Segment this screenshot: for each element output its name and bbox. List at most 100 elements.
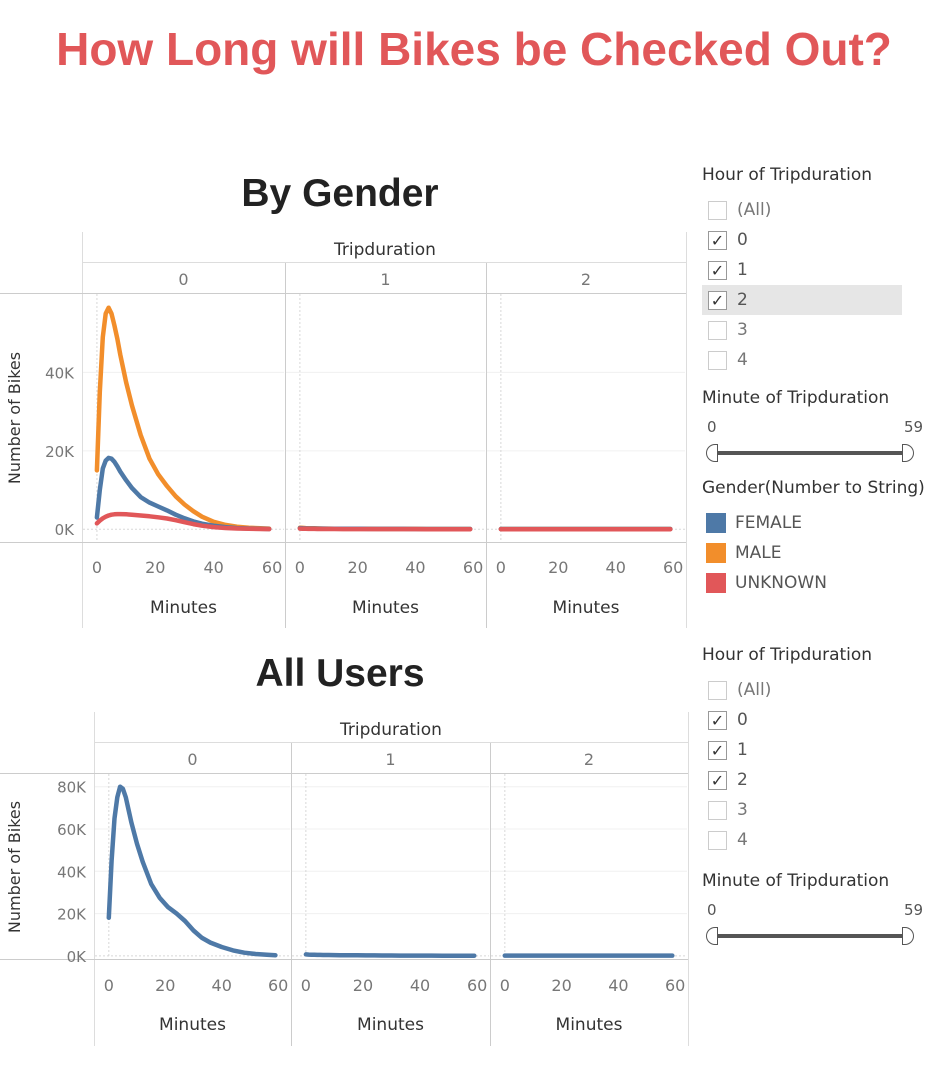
checkbox-icon[interactable] <box>708 320 727 340</box>
checkbox-label: 4 <box>737 350 748 370</box>
y-tick-label: 0K <box>67 948 88 966</box>
checkbox-label: 0 <box>737 230 748 250</box>
legend-swatch <box>706 543 726 563</box>
legend-item-male[interactable]: MALE <box>702 538 942 568</box>
checkbox-icon[interactable] <box>708 800 727 820</box>
checkbox-icon[interactable] <box>708 680 727 700</box>
slider-min-handle[interactable] <box>706 444 718 462</box>
x-axis-label: Minutes <box>150 598 217 618</box>
x-tick-label: 20 <box>551 976 571 995</box>
x-tick-label: 0 <box>92 558 102 577</box>
minute-range-labels: 0 59 <box>702 418 942 442</box>
x-tick-label: 0 <box>500 976 510 995</box>
x-tick-label: 0 <box>496 558 506 577</box>
panel-header: 1 <box>385 750 395 769</box>
x-tick-label: 60 <box>463 558 483 577</box>
hour-filter-item-1[interactable]: ✓ 1 <box>702 255 902 285</box>
slider-max-handle[interactable] <box>902 444 914 462</box>
panel-header: 0 <box>187 750 197 769</box>
hour-filter-list: (All) ✓ 0 ✓ 1 ✓ 2 3 4 <box>702 195 942 375</box>
hour-filter-item-all[interactable]: (All) <box>702 675 902 705</box>
x-tick-label: 60 <box>268 976 288 995</box>
legend-item-female[interactable]: FEMALE <box>702 508 942 538</box>
legend-swatch <box>706 513 726 533</box>
x-tick-label: 20 <box>347 558 367 577</box>
by-gender-chart: Tripduration Number of Bikes 0K 20K 40K 0 0 2… <box>0 232 687 628</box>
slider-track[interactable] <box>712 934 908 938</box>
checkbox-label: 0 <box>737 710 748 730</box>
x-tick-label: 40 <box>212 976 232 995</box>
y-tick-label: 80K <box>57 779 87 797</box>
checkbox-checked-icon[interactable]: ✓ <box>708 710 727 730</box>
checkbox-label: 1 <box>737 740 748 760</box>
checkbox-label: (All) <box>737 200 772 220</box>
chart-title-by-gender: By Gender <box>241 172 439 215</box>
legend-label: UNKNOWN <box>735 573 827 593</box>
y-tick-label: 20K <box>45 443 75 461</box>
hour-filter-item-0[interactable]: ✓ 0 <box>702 705 902 735</box>
hour-filter-item-0[interactable]: ✓ 0 <box>702 225 902 255</box>
series-line-unknown-panel-1[interactable] <box>297 526 473 532</box>
checkbox-checked-icon[interactable]: ✓ <box>708 290 727 310</box>
checkbox-label: 2 <box>737 290 748 310</box>
minute-filter-title: Minute of Tripduration <box>702 388 890 408</box>
hour-filter-item-3[interactable]: 3 <box>702 315 902 345</box>
x-axis-label: Minutes <box>357 1015 424 1035</box>
series-line-unknown-panel-0[interactable] <box>94 511 272 532</box>
hour-filter-list[interactable]: (All) ✓ 0 ✓ 1 ✓ 2 3 4 <box>702 675 942 855</box>
hour-filter-item-2[interactable]: ✓ 2 <box>702 285 902 315</box>
hour-filter-item-1[interactable]: ✓ 1 <box>702 735 902 765</box>
hour-filter-item-2[interactable]: ✓ 2 <box>702 765 902 795</box>
y-axis-label: Number of Bikes <box>5 352 24 484</box>
y-tick-label: 20K <box>57 906 87 924</box>
panel-header: 1 <box>380 270 390 289</box>
panel-header: 2 <box>584 750 594 769</box>
hour-filter-item-4[interactable]: 4 <box>702 825 902 855</box>
gender-legend: FEMALE MALE UNKNOWN <box>702 508 942 598</box>
legend-item-unknown[interactable]: UNKNOWN <box>702 568 942 598</box>
checkbox-icon[interactable] <box>708 200 727 220</box>
checkbox-checked-icon[interactable]: ✓ <box>708 260 727 280</box>
y-tick-label: 40K <box>45 364 75 382</box>
x-tick-label: 60 <box>663 558 683 577</box>
checkbox-label: 3 <box>737 320 748 340</box>
checkbox-checked-icon[interactable]: ✓ <box>708 230 727 250</box>
x-tick-label: 20 <box>155 976 175 995</box>
hour-filter-item-4[interactable]: 4 <box>702 345 902 375</box>
slider-track[interactable] <box>712 451 908 455</box>
y-tick-label: 40K <box>57 863 87 881</box>
x-tick-label: 20 <box>353 976 373 995</box>
chart-title-all-users: All Users <box>255 652 425 695</box>
series-line-male-panel-0[interactable] <box>94 305 272 531</box>
slider-min-handle[interactable] <box>706 927 718 945</box>
legend-label: MALE <box>735 543 782 563</box>
hour-filter-item-all[interactable]: (All) <box>702 195 902 225</box>
filter-panel-2: Hour of Tripduration (All) ✓ 0 ✓ 1 ✓ 2 3… <box>702 645 942 947</box>
y-tick-label: 0K <box>55 521 76 539</box>
series-line-female-panel-0[interactable] <box>94 455 272 532</box>
slider-max-handle[interactable] <box>902 927 914 945</box>
minute-max-label: 59 <box>904 418 924 436</box>
checkbox-checked-icon[interactable]: ✓ <box>708 770 727 790</box>
series-line-all-users-panel-0[interactable] <box>106 784 278 958</box>
checkbox-checked-icon[interactable]: ✓ <box>708 740 727 760</box>
checkbox-label: 3 <box>737 800 748 820</box>
minute-max-label: 59 <box>904 901 924 919</box>
x-axis-label: Minutes <box>556 1015 623 1035</box>
y-axis-label: Number of Bikes <box>5 801 24 933</box>
x-tick-label: 60 <box>262 558 282 577</box>
hour-filter-item-3[interactable]: 3 <box>702 795 902 825</box>
column-header: Tripduration <box>339 720 442 740</box>
series-line-all-users-panel-1[interactable] <box>303 952 477 958</box>
minute-range-slider[interactable] <box>702 925 922 947</box>
x-tick-label: 20 <box>145 558 165 577</box>
checkbox-icon[interactable] <box>708 830 727 850</box>
x-tick-label: 40 <box>410 976 430 995</box>
minute-min-label: 0 <box>707 418 717 436</box>
gender-legend-title: Gender(Number to String) <box>702 478 925 498</box>
checkbox-icon[interactable] <box>708 350 727 370</box>
checkbox-label: 2 <box>737 770 748 790</box>
minute-range-slider[interactable] <box>702 442 922 464</box>
minute-filter-title: Minute of Tripduration <box>702 871 890 891</box>
x-tick-label: 60 <box>665 976 685 995</box>
